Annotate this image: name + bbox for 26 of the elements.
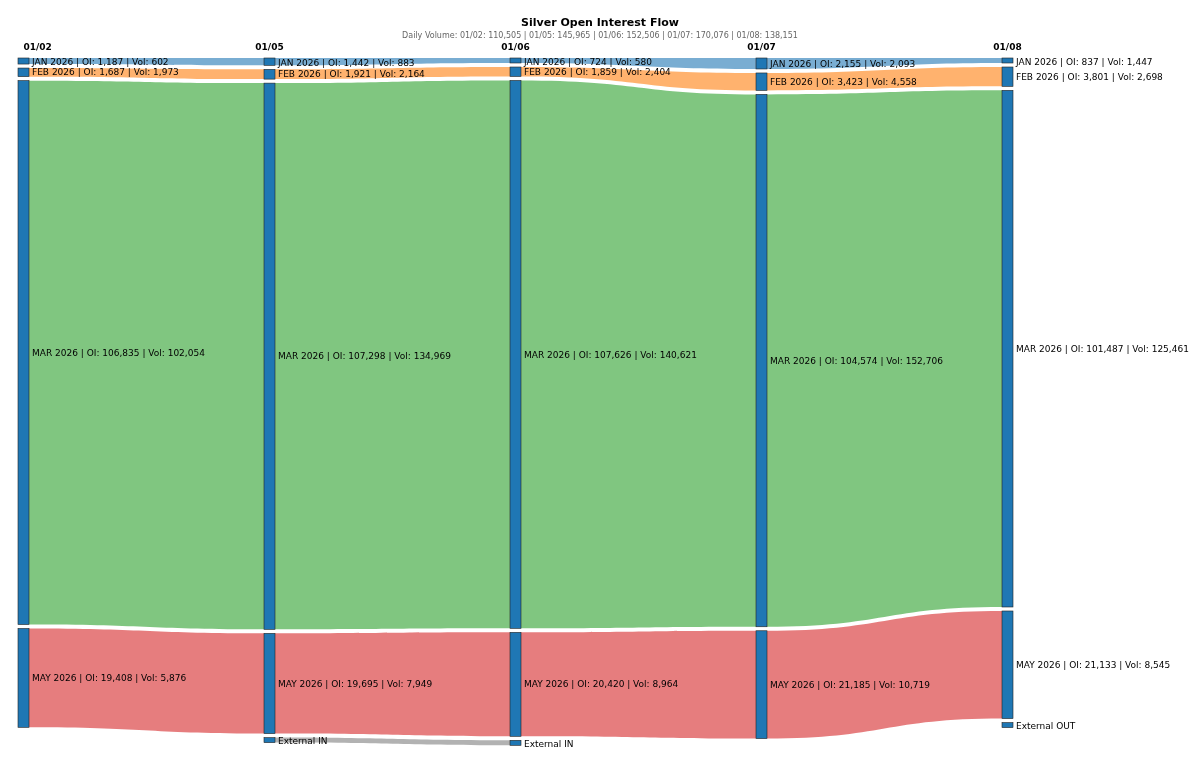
data-label: MAR 2026 | OI: 101,487 | Vol: 125,461 — [1016, 343, 1189, 354]
data-label: MAR 2026 | OI: 107,626 | Vol: 140,621 — [524, 349, 697, 360]
data-label: FEB 2026 | OI: 1,921 | Vol: 2,164 — [278, 69, 426, 80]
data-label: External OUT — [1016, 721, 1076, 732]
data-label: MAY 2026 | OI: 20,420 | Vol: 8,964 — [524, 679, 679, 690]
data-label: FEB 2026 | OI: 1,859 | Vol: 2,404 — [524, 66, 672, 77]
data-label: MAY 2026 | OI: 19,695 | Vol: 7,949 — [278, 678, 433, 689]
category-label: 01/02 — [23, 42, 52, 52]
data-label: FEB 2026 | OI: 3,801 | Vol: 2,698 — [1016, 71, 1164, 82]
data-label: External IN — [524, 738, 574, 749]
data-label: MAY 2026 | OI: 21,133 | Vol: 8,545 — [1016, 659, 1171, 670]
data-label: FEB 2026 | OI: 3,423 | Vol: 4,558 — [770, 76, 918, 87]
data-label: MAR 2026 | OI: 107,298 | Vol: 134,969 — [278, 351, 452, 362]
category-label: 01/07 — [747, 42, 776, 52]
data-label: MAY 2026 | OI: 19,408 | Vol: 5,876 — [32, 673, 187, 684]
data-label: External IN — [278, 736, 328, 747]
data-label: MAY 2026 | OI: 21,185 | Vol: 10,719 — [770, 679, 931, 690]
data-label: MAR 2026 | OI: 106,835 | Vol: 102,054 — [32, 347, 206, 358]
data-label: MAR 2026 | OI: 104,574 | Vol: 152,706 — [770, 355, 944, 366]
data-label: FEB 2026 | OI: 1,687 | Vol: 1,973 — [32, 67, 179, 78]
data-label: JAN 2026 | OI: 837 | Vol: 1,447 — [1015, 56, 1153, 67]
category-label: 01/05 — [255, 42, 284, 52]
text: Daily Volume: 01/02: 110,505 | 01/05: 145,965 | 01/06: 152,506 | 01/07: 170,076 | 01/08: 138,151 — [402, 31, 798, 40]
text: Silver Open Interest Flow — [521, 16, 679, 29]
category-label: 01/06 — [501, 42, 530, 52]
category-label: 01/08 — [993, 42, 1022, 52]
